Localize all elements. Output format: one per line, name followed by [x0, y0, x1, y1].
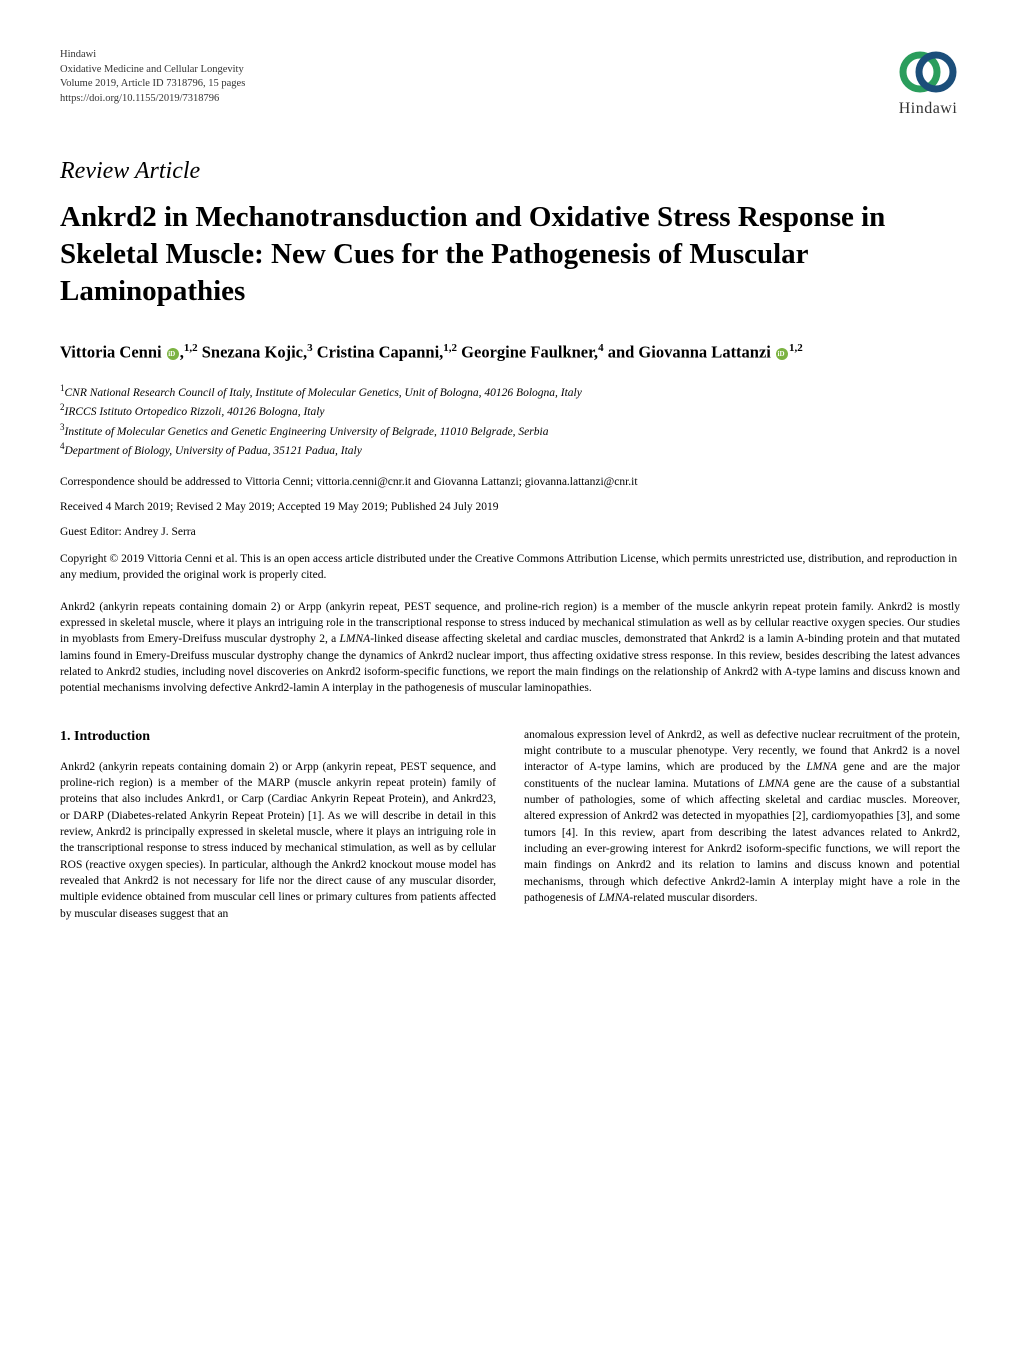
abstract: Ankrd2 (ankyrin repeats containing domai…	[60, 599, 960, 697]
hindawi-logo-icon	[896, 48, 960, 96]
body-columns: 1. Introduction Ankrd2 (ankyrin repeats …	[60, 727, 960, 922]
correspondence: Correspondence should be addressed to Vi…	[60, 476, 960, 488]
affiliation-2: 2IRCCS Istituto Ortopedico Rizzoli, 4012…	[60, 401, 960, 421]
article-type: Review Article	[60, 158, 960, 185]
affiliation-3: 3Institute of Molecular Genetics and Gen…	[60, 421, 960, 441]
orcid-icon	[776, 348, 788, 360]
volume-info: Volume 2019, Article ID 7318796, 15 page…	[60, 77, 245, 92]
article-title: Ankrd2 in Mechanotransduction and Oxidat…	[60, 199, 960, 310]
intro-paragraph-1: Ankrd2 (ankyrin repeats containing domai…	[60, 759, 496, 922]
publisher-logo: Hindawi	[896, 48, 960, 118]
affiliation-4: 4Department of Biology, University of Pa…	[60, 440, 960, 460]
section-heading: 1. Introduction	[60, 727, 496, 747]
affiliation-1: 1CNR National Research Council of Italy,…	[60, 382, 960, 402]
column-left: 1. Introduction Ankrd2 (ankyrin repeats …	[60, 727, 496, 922]
journal-name: Oxidative Medicine and Cellular Longevit…	[60, 63, 245, 78]
affiliations: 1CNR National Research Council of Italy,…	[60, 382, 960, 460]
intro-paragraph-2: anomalous expression level of Ankrd2, as…	[524, 727, 960, 907]
publisher-name: Hindawi	[60, 48, 245, 63]
column-right: anomalous expression level of Ankrd2, as…	[524, 727, 960, 922]
publication-dates: Received 4 March 2019; Revised 2 May 201…	[60, 501, 960, 513]
orcid-icon	[167, 348, 179, 360]
logo-text: Hindawi	[899, 100, 958, 118]
authors-list: Vittoria Cenni ,1,2 Snezana Kojic,3 Cris…	[60, 340, 960, 365]
guest-editor: Guest Editor: Andrey J. Serra	[60, 526, 960, 538]
copyright-notice: Copyright © 2019 Vittoria Cenni et al. T…	[60, 551, 960, 583]
header: Hindawi Oxidative Medicine and Cellular …	[60, 48, 960, 118]
doi-link: https://doi.org/10.1155/2019/7318796	[60, 92, 245, 107]
journal-info: Hindawi Oxidative Medicine and Cellular …	[60, 48, 245, 107]
